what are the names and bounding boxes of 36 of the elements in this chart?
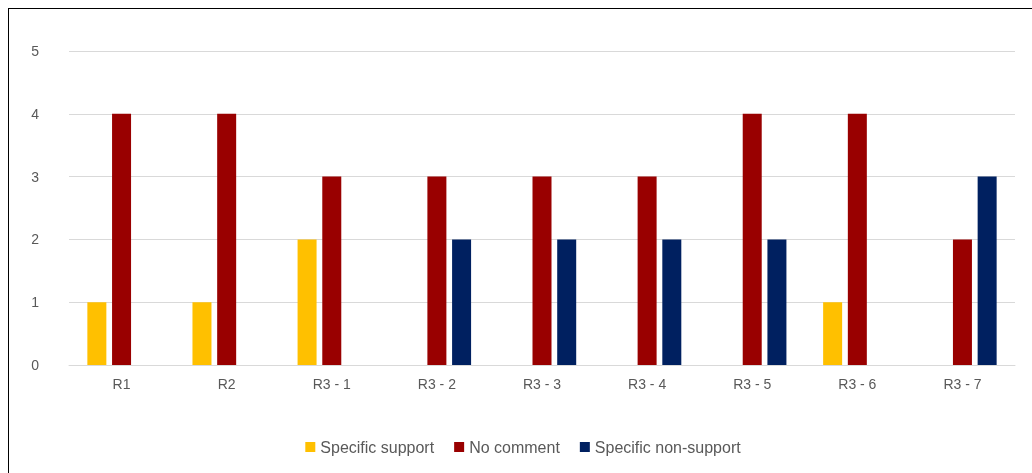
- x-tick-label: R3 - 2: [417, 376, 457, 392]
- bar: [112, 113, 132, 365]
- y-tick-label: 5: [31, 43, 40, 59]
- bar: [847, 113, 867, 365]
- x-tick-label: R3 - 4: [628, 376, 667, 392]
- bar: [557, 239, 577, 365]
- y-tick-label: 3: [31, 168, 40, 185]
- bar: [952, 239, 972, 365]
- bar: [977, 176, 997, 365]
- y-tick-label: 4: [31, 105, 40, 122]
- x-tick-label: R3 - 6: [838, 376, 877, 392]
- x-tick-label: R3 - 5: [733, 376, 772, 392]
- bar: [87, 302, 107, 365]
- bar: [637, 176, 657, 365]
- legend-label: Specific non-support: [594, 438, 742, 456]
- bar: [742, 113, 762, 365]
- y-tick-label: 0: [31, 357, 40, 373]
- bar: [662, 239, 682, 365]
- bar: [217, 113, 237, 365]
- bar: [427, 176, 447, 365]
- bar: [767, 239, 787, 365]
- bar: [297, 239, 317, 365]
- x-tick-label: R3 - 3: [522, 376, 562, 392]
- x-tick-label: R3 - 1: [312, 376, 352, 392]
- bar: [192, 302, 212, 365]
- legend-label: No comment: [469, 438, 561, 456]
- x-tick-label: R3 - 7: [943, 376, 982, 392]
- bar: [452, 239, 472, 365]
- bar: [532, 176, 552, 365]
- legend-label: Specific support: [320, 438, 435, 456]
- bar: [823, 302, 843, 365]
- x-tick-label: R1: [112, 376, 131, 392]
- y-tick-label: 2: [31, 231, 40, 248]
- y-tick-label: 1: [31, 294, 40, 311]
- bar: [322, 176, 342, 365]
- x-tick-label: R2: [217, 376, 236, 392]
